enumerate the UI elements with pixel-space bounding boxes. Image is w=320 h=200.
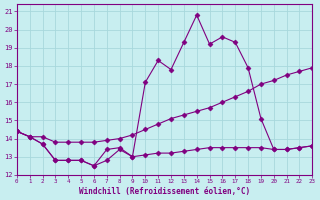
X-axis label: Windchill (Refroidissement éolien,°C): Windchill (Refroidissement éolien,°C): [79, 187, 250, 196]
